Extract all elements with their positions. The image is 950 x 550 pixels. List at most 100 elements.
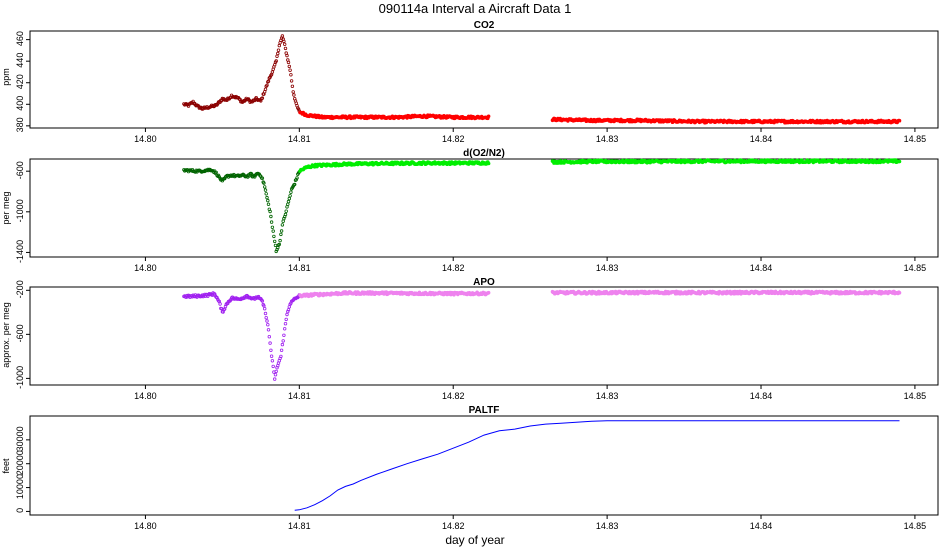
o2n2-data-point xyxy=(268,209,272,214)
o2n2-data-point xyxy=(286,199,291,204)
o2n2-data-point xyxy=(286,202,290,206)
co2-data-point xyxy=(289,73,293,77)
apo-data-point xyxy=(289,301,293,305)
co2-y-tick-label: 460 xyxy=(15,31,25,46)
apo-data-point xyxy=(284,317,288,322)
paltf-x-tick-label: 14.80 xyxy=(134,521,157,531)
apo-x-tick-label: 14.81 xyxy=(288,391,311,401)
o2n2-data-point xyxy=(263,185,267,189)
apo-data-point xyxy=(269,354,274,358)
paltf-y-tick-label: 10000 xyxy=(15,474,25,499)
paltf-panel-title: PALTF xyxy=(469,405,500,416)
apo-data-point xyxy=(206,294,210,298)
paltf-series-line xyxy=(294,420,900,511)
co2-data-point xyxy=(263,87,268,91)
paltf-x-tick-label: 14.81 xyxy=(288,521,311,531)
o2n2-x-tick-label: 14.82 xyxy=(442,263,465,273)
apo-data-point xyxy=(283,327,287,331)
o2n2-data-point xyxy=(276,245,280,250)
apo-data-point xyxy=(280,342,285,347)
apo-data-point xyxy=(269,348,273,352)
apo-data-point xyxy=(270,359,275,363)
apo-data-point xyxy=(285,312,289,317)
o2n2-data-point xyxy=(284,209,288,213)
paltf-panel: PALTF feet 14.80 14.81 14.82 14.83 14.84 14.8… xyxy=(1,405,939,531)
o2n2-panel: d(O2/N2) per meg 14.80 14.81 14.82 14.83 14.… xyxy=(1,148,939,273)
apo-data-point xyxy=(264,316,268,320)
o2n2-plot-frame xyxy=(29,158,939,258)
co2-data-point xyxy=(296,107,301,111)
o2n2-data-point xyxy=(260,176,265,180)
apo-data-point xyxy=(273,377,277,381)
o2n2-data-point xyxy=(281,219,285,223)
co2-x-tick-label: 14.80 xyxy=(134,134,157,144)
apo-x-tick-label: 14.85 xyxy=(904,391,927,401)
figure-title: 090114a Interval a Aircraft Data 1 xyxy=(379,1,572,16)
o2n2-data-point xyxy=(270,225,275,229)
co2-data-point xyxy=(283,42,287,46)
o2n2-data-point xyxy=(249,172,254,176)
co2-x-tick-label: 14.81 xyxy=(288,134,311,144)
o2n2-data-point xyxy=(295,176,299,180)
co2-y-tick-label: 440 xyxy=(15,53,25,68)
co2-data-point xyxy=(292,93,296,97)
co2-panel: CO2 ppm 14.80 14.81 14.82 14.83 14.84 14.85 38… xyxy=(1,20,939,144)
o2n2-x-tick-label: 14.81 xyxy=(288,263,311,273)
apo-data-point xyxy=(267,335,271,339)
co2-y-axis-label: ppm xyxy=(1,68,11,86)
apo-data-point xyxy=(486,290,491,295)
o2n2-data-point xyxy=(277,242,281,247)
paltf-x-tick-label: 14.85 xyxy=(904,521,927,531)
o2n2-data-point xyxy=(269,220,274,224)
paltf-x-tick-label: 14.84 xyxy=(750,521,773,531)
o2n2-y-tick-label: -600 xyxy=(15,161,25,179)
paltf-x-tick-label: 14.83 xyxy=(596,521,619,531)
o2n2-y-axis-label: per meg xyxy=(1,191,11,224)
o2n2-data-point xyxy=(252,175,257,179)
apo-scatter-points xyxy=(182,289,902,381)
apo-data-point xyxy=(282,333,286,337)
o2n2-panel-title: d(O2/N2) xyxy=(463,148,505,159)
co2-data-point xyxy=(270,70,275,74)
apo-x-tick-label: 14.83 xyxy=(596,391,619,401)
o2n2-data-point xyxy=(273,243,278,248)
apo-data-point xyxy=(266,328,271,332)
apo-data-point xyxy=(286,309,290,314)
co2-x-tick-label: 14.84 xyxy=(750,134,773,144)
co2-data-point xyxy=(276,51,280,56)
apo-data-point xyxy=(281,339,285,343)
co2-data-point xyxy=(287,64,291,69)
co2-data-point xyxy=(286,60,291,65)
paltf-y-tick-label: 0 xyxy=(15,508,25,513)
o2n2-data-point xyxy=(266,198,270,203)
o2n2-data-point xyxy=(269,214,273,219)
apo-data-point xyxy=(226,301,230,306)
o2n2-data-point xyxy=(279,229,284,233)
apo-panel-title: APO xyxy=(473,277,495,288)
apo-x-tick-label: 14.84 xyxy=(750,391,773,401)
o2n2-data-point xyxy=(897,159,902,164)
co2-plot-frame xyxy=(29,30,939,129)
o2n2-data-point xyxy=(288,194,292,198)
co2-data-point xyxy=(291,90,295,94)
o2n2-data-point xyxy=(283,212,288,217)
co2-y-tick-label: 420 xyxy=(15,74,25,89)
apo-data-point xyxy=(274,369,278,374)
paltf-y-tick-label: 20000 xyxy=(15,450,25,475)
co2-data-point xyxy=(277,43,281,48)
apo-x-tick-label: 14.80 xyxy=(134,391,157,401)
apo-data-point xyxy=(260,299,265,303)
o2n2-scatter-points xyxy=(182,158,902,254)
apo-data-point xyxy=(265,319,269,323)
co2-data-point xyxy=(283,46,288,51)
apo-data-point xyxy=(263,311,268,316)
paltf-x-tick-label: 14.82 xyxy=(442,521,465,531)
apo-data-point xyxy=(286,308,291,312)
o2n2-data-point xyxy=(279,232,283,237)
o2n2-x-tick-label: 14.83 xyxy=(596,263,619,273)
apo-data-point xyxy=(273,373,278,377)
apo-data-point xyxy=(279,354,283,359)
o2n2-data-point xyxy=(265,195,269,200)
apo-y-tick-label: -200 xyxy=(15,280,25,298)
apo-data-point xyxy=(268,341,272,345)
